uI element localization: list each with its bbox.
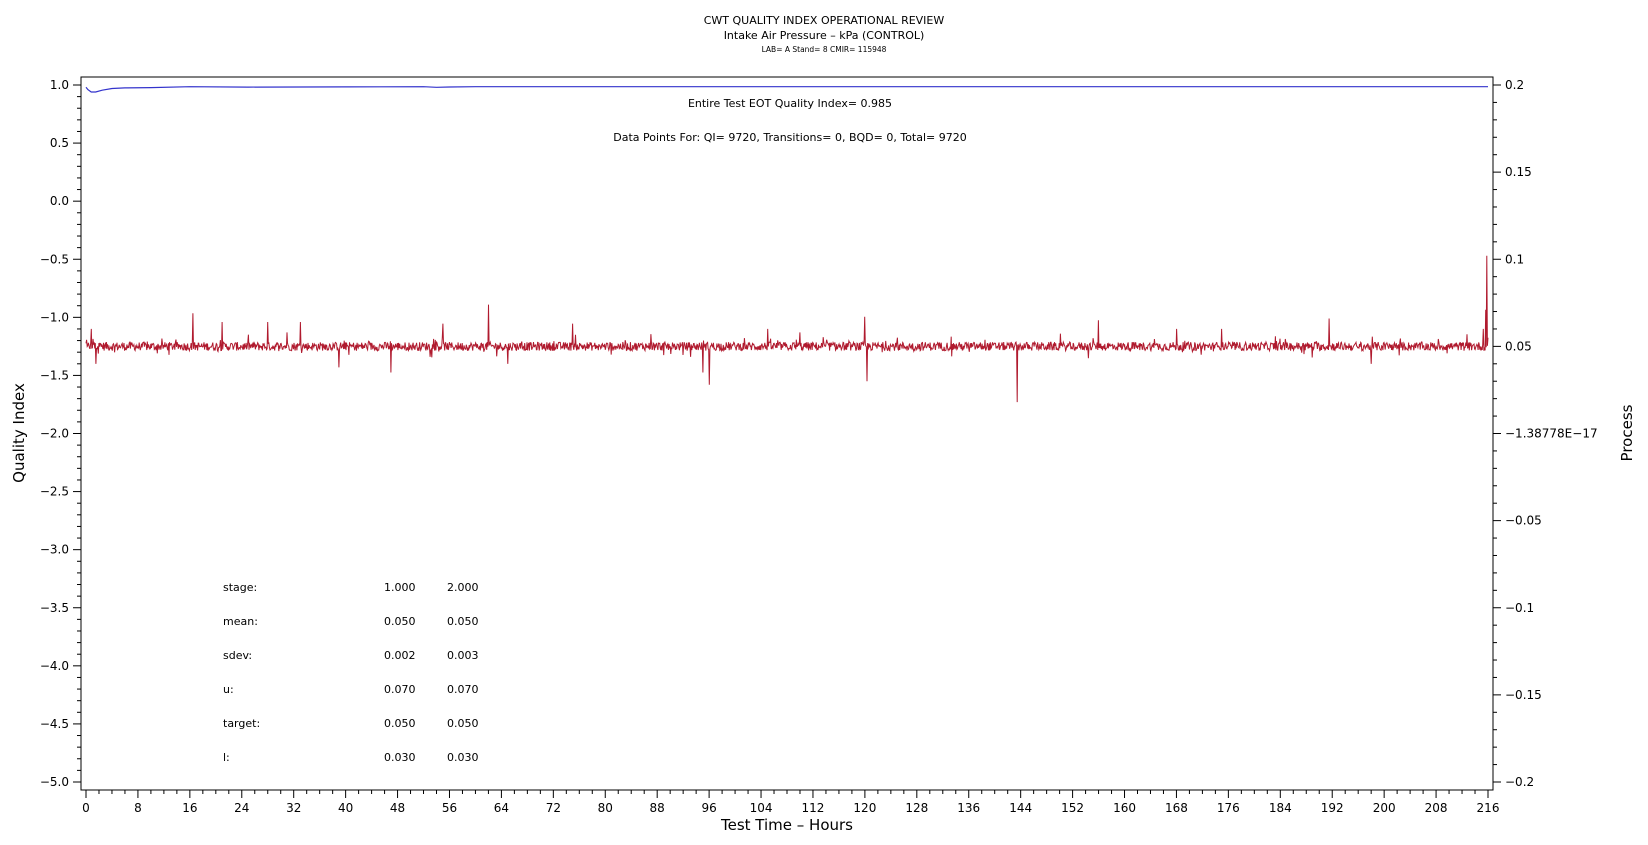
y-right-tick-label: −0.2 bbox=[1505, 775, 1534, 789]
y-left-tick-label: 0.5 bbox=[50, 136, 69, 150]
stats-row-label: sdev: bbox=[223, 649, 252, 662]
x-tick-label: 144 bbox=[1009, 801, 1032, 815]
x-tick-label: 56 bbox=[442, 801, 457, 815]
stats-row-stage2-value: 2.000 bbox=[447, 581, 479, 594]
stats-row-stage1-value: 0.002 bbox=[384, 649, 416, 662]
y-right-tick-label: 0.15 bbox=[1505, 165, 1532, 179]
x-tick-label: 64 bbox=[494, 801, 509, 815]
y-right-axis: 0.2 0.15 0.1 0.05 −1.38778E−17 −0.05 −0.1 −0.15… bbox=[1493, 78, 1598, 789]
eot-quality-index-annotation: Entire Test EOT Quality Index= 0.985 bbox=[688, 97, 892, 110]
x-tick-label: 192 bbox=[1321, 801, 1344, 815]
stats-row-stage2-value: 0.030 bbox=[447, 751, 479, 764]
y-left-axis: 1.0 0.5 0.0 −0.5 −1.0 −1.5 −2.0 −2.5 −3.0 −3.5 −4.… bbox=[40, 78, 81, 789]
x-tick-label: 216 bbox=[1477, 801, 1500, 815]
x-axis-label: Test Time – Hours bbox=[720, 816, 853, 834]
x-tick-label: 48 bbox=[390, 801, 405, 815]
y-left-tick-label: −3.5 bbox=[40, 601, 69, 615]
x-tick-label: 32 bbox=[286, 801, 301, 815]
y-left-tick-label: −4.5 bbox=[40, 717, 69, 731]
y-right-tick-label: −0.1 bbox=[1505, 601, 1534, 615]
x-axis: 0 8 16 24 32 40 48 56 64 72 80 88 96 104 112 120 128 136 1… bbox=[82, 790, 1499, 815]
y-left-tick-label: −2.5 bbox=[40, 485, 69, 499]
y-left-tick-label: −5.0 bbox=[40, 775, 69, 789]
y-left-tick-label: −2.0 bbox=[40, 427, 69, 441]
y-left-tick-label: −1.5 bbox=[40, 368, 69, 382]
stats-row-label: target: bbox=[223, 717, 260, 730]
x-tick-label: 136 bbox=[957, 801, 980, 815]
x-tick-label: 200 bbox=[1373, 801, 1396, 815]
plot-frame bbox=[80, 76, 1494, 791]
series-line-process bbox=[85, 255, 1489, 403]
y-left-tick-label: −0.5 bbox=[40, 252, 69, 266]
x-tick-label: 184 bbox=[1269, 801, 1292, 815]
stats-row-stage2-value: 0.070 bbox=[447, 683, 479, 696]
stats-table: stage: 1.000 2.000 mean: 0.050 0.050 sdev: 0.00… bbox=[223, 581, 479, 764]
stats-row-stage1-value: 0.050 bbox=[384, 615, 416, 628]
x-tick-label: 120 bbox=[853, 801, 876, 815]
x-tick-label: 40 bbox=[338, 801, 353, 815]
series-layer bbox=[85, 86, 1489, 403]
x-tick-label: 160 bbox=[1113, 801, 1136, 815]
x-tick-label: 24 bbox=[234, 801, 249, 815]
x-tick-label: 16 bbox=[182, 801, 197, 815]
stats-row-label: u: bbox=[223, 683, 234, 696]
x-tick-label: 128 bbox=[905, 801, 928, 815]
stats-row-stage2-value: 0.050 bbox=[447, 717, 479, 730]
x-tick-label: 208 bbox=[1425, 801, 1448, 815]
series-line-quality-index bbox=[85, 86, 1488, 93]
x-tick-label: 80 bbox=[598, 801, 613, 815]
stats-row-label: l: bbox=[223, 751, 230, 764]
y-left-tick-label: 1.0 bbox=[50, 78, 69, 92]
stats-row-stage2-value: 0.003 bbox=[447, 649, 479, 662]
x-tick-label: 0 bbox=[82, 801, 90, 815]
y-right-axis-label: Process bbox=[1618, 404, 1636, 461]
chart-subtitle: Intake Air Pressure – kPa (CONTROL) bbox=[724, 29, 925, 42]
y-left-tick-label: −1.0 bbox=[40, 310, 69, 324]
y-left-tick-label: −4.0 bbox=[40, 659, 69, 673]
y-right-tick-label: 0.05 bbox=[1505, 339, 1532, 353]
y-left-tick-label: −3.0 bbox=[40, 543, 69, 557]
y-right-tick-label: −0.05 bbox=[1505, 514, 1542, 528]
x-tick-label: 168 bbox=[1165, 801, 1188, 815]
y-right-tick-label: −0.15 bbox=[1505, 688, 1542, 702]
y-left-axis-label: Quality Index bbox=[10, 383, 28, 483]
stats-row-stage1-value: 0.070 bbox=[384, 683, 416, 696]
chart-subtitle-small: LAB= A Stand= 8 CMIR= 115948 bbox=[762, 45, 887, 54]
stats-row-stage1-value: 0.030 bbox=[384, 751, 416, 764]
x-tick-label: 72 bbox=[546, 801, 561, 815]
chart-title: CWT QUALITY INDEX OPERATIONAL REVIEW bbox=[704, 14, 945, 27]
stats-row-stage1-value: 1.000 bbox=[384, 581, 416, 594]
data-points-annotation: Data Points For: QI= 9720, Transitions= … bbox=[613, 131, 967, 144]
stats-row-label: stage: bbox=[223, 581, 257, 594]
x-tick-label: 8 bbox=[134, 801, 142, 815]
x-tick-label: 96 bbox=[701, 801, 716, 815]
y-right-tick-label: 0.2 bbox=[1505, 78, 1524, 92]
stats-row-label: mean: bbox=[223, 615, 258, 628]
x-tick-label: 176 bbox=[1217, 801, 1240, 815]
stats-row-stage2-value: 0.050 bbox=[447, 615, 479, 628]
x-tick-label: 104 bbox=[750, 801, 773, 815]
y-right-tick-label: −1.38778E−17 bbox=[1505, 427, 1598, 441]
x-tick-label: 152 bbox=[1061, 801, 1084, 815]
x-tick-label: 112 bbox=[802, 801, 825, 815]
y-left-tick-label: 0.0 bbox=[50, 194, 69, 208]
stats-row-stage1-value: 0.050 bbox=[384, 717, 416, 730]
y-right-tick-label: 0.1 bbox=[1505, 252, 1524, 266]
x-tick-label: 88 bbox=[650, 801, 665, 815]
